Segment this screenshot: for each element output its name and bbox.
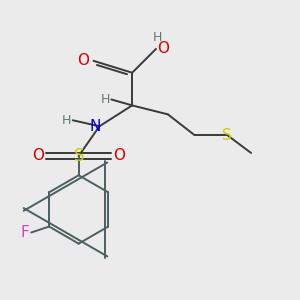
Text: F: F: [21, 225, 30, 240]
Text: N: N: [90, 119, 101, 134]
Text: H: H: [153, 32, 162, 44]
Text: O: O: [158, 41, 169, 56]
Text: S: S: [74, 147, 84, 165]
Text: O: O: [113, 148, 125, 164]
Text: H: H: [62, 114, 71, 127]
Text: O: O: [32, 148, 44, 164]
Text: H: H: [100, 93, 110, 106]
Text: S: S: [222, 128, 232, 142]
Text: O: O: [77, 53, 89, 68]
